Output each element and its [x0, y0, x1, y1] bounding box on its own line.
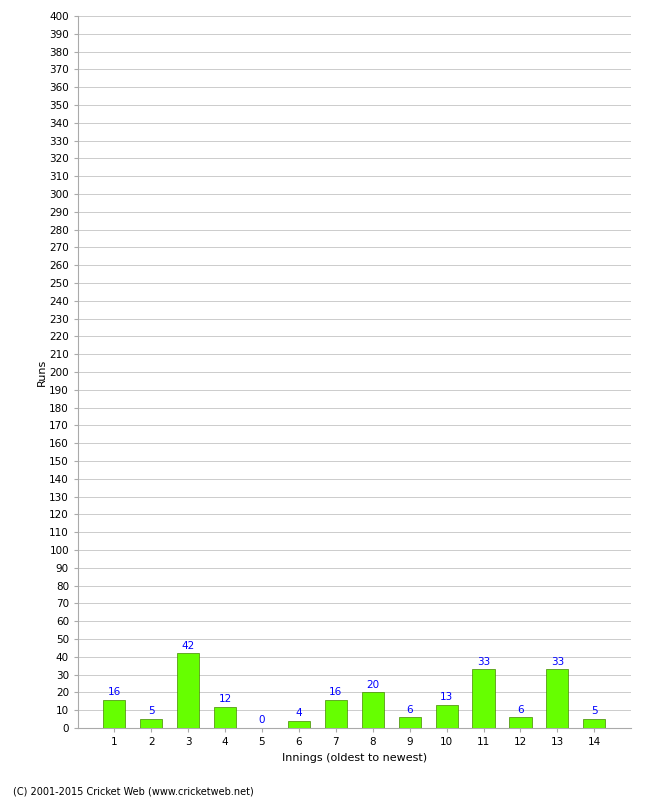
Text: 16: 16	[107, 687, 121, 697]
Text: 6: 6	[517, 705, 524, 714]
Text: (C) 2001-2015 Cricket Web (www.cricketweb.net): (C) 2001-2015 Cricket Web (www.cricketwe…	[13, 786, 254, 796]
Bar	[436, 705, 458, 728]
X-axis label: Innings (oldest to newest): Innings (oldest to newest)	[281, 753, 427, 762]
Text: 0: 0	[259, 715, 265, 726]
Bar	[546, 670, 569, 728]
Bar	[473, 670, 495, 728]
Bar	[361, 693, 384, 728]
Text: 16: 16	[329, 687, 343, 697]
Text: 6: 6	[406, 705, 413, 714]
Text: 20: 20	[366, 680, 380, 690]
Y-axis label: Runs: Runs	[36, 358, 46, 386]
Bar	[398, 718, 421, 728]
Text: 42: 42	[181, 641, 195, 650]
Bar	[510, 718, 532, 728]
Bar	[583, 719, 605, 728]
Bar	[103, 699, 125, 728]
Bar	[288, 721, 310, 728]
Text: 33: 33	[477, 657, 490, 666]
Text: 33: 33	[551, 657, 564, 666]
Bar	[177, 654, 199, 728]
Bar	[325, 699, 347, 728]
Bar	[140, 719, 162, 728]
Text: 13: 13	[440, 692, 453, 702]
Text: 4: 4	[296, 708, 302, 718]
Text: 5: 5	[591, 706, 597, 717]
Text: 12: 12	[218, 694, 231, 704]
Text: 5: 5	[148, 706, 155, 717]
Bar	[214, 706, 236, 728]
